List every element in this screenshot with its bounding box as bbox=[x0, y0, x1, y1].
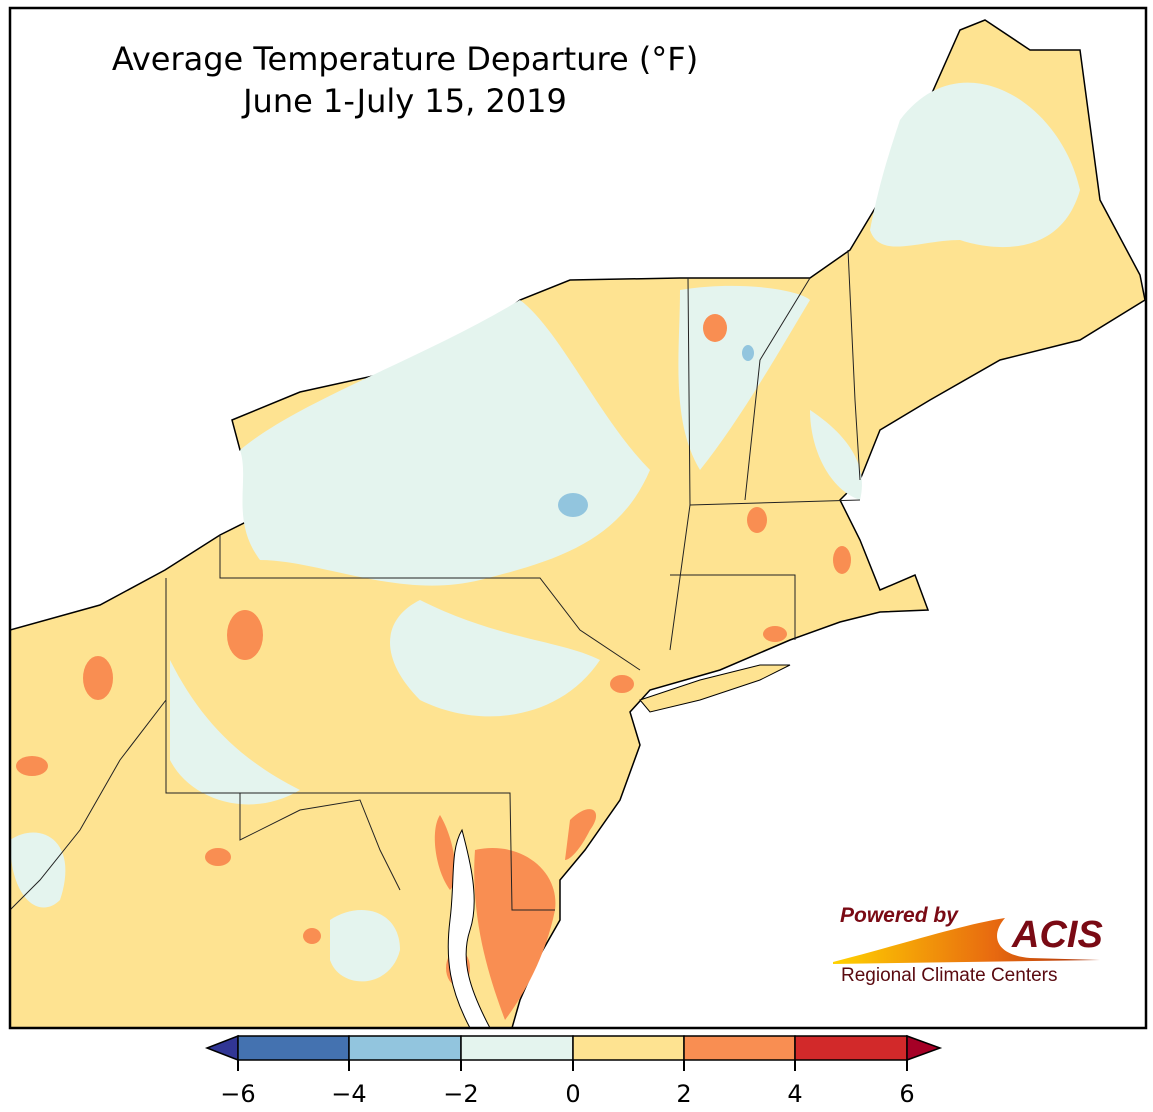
colorbar-bin bbox=[683, 1035, 796, 1061]
colorbar-bin bbox=[237, 1035, 350, 1061]
logo-powered-by: Powered by bbox=[840, 904, 958, 927]
colorbar-bin bbox=[572, 1035, 685, 1061]
colorbar-tick-label: −2 bbox=[443, 1080, 479, 1108]
long-island bbox=[639, 664, 791, 713]
map-subtitle: June 1-July 15, 2019 bbox=[243, 82, 567, 120]
colorbar bbox=[204, 1034, 943, 1071]
state-borders bbox=[10, 249, 861, 911]
logo-rcc: Regional Climate Centers bbox=[841, 965, 1058, 986]
logo-acis: ACIS bbox=[1012, 914, 1103, 956]
colorbar-high-extend bbox=[906, 1034, 943, 1062]
acis-logo-swoosh bbox=[833, 918, 1100, 964]
colorbar-low-extend bbox=[204, 1034, 239, 1062]
colorbar-tick-label: −4 bbox=[331, 1080, 367, 1108]
warm-anomaly-regions bbox=[16, 314, 851, 1020]
colorbar-bin bbox=[794, 1035, 908, 1061]
colorbar-tick-label: −6 bbox=[220, 1080, 256, 1108]
colorbar-tick-label: 2 bbox=[676, 1080, 692, 1108]
colorbar-tick-label: 4 bbox=[787, 1080, 803, 1108]
near-normal-regions bbox=[10, 82, 1080, 982]
chesapeake-bay bbox=[447, 828, 491, 1028]
colorbar-bin bbox=[460, 1035, 574, 1061]
cool-anomaly-regions bbox=[558, 345, 754, 517]
colorbar-tick-label: 0 bbox=[565, 1080, 581, 1108]
colorbar-bin bbox=[348, 1035, 462, 1061]
colorbar-tick-label: 6 bbox=[899, 1080, 915, 1108]
map-title: Average Temperature Departure (°F) bbox=[111, 40, 699, 78]
